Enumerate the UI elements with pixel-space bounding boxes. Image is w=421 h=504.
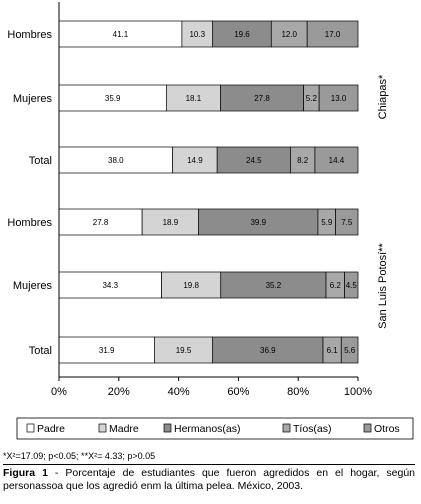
legend-label-t-os-as: Tíos(as) — [293, 423, 332, 435]
bar-segment-madre-5 — [161, 271, 222, 299]
data-label-otros-2: 13.0 — [331, 94, 347, 103]
x-tick-label-5: 80% — [287, 386, 309, 398]
data-label-padre-5: 34.3 — [102, 281, 118, 290]
data-label-hermanos-as-2: 27.8 — [254, 94, 270, 103]
legend: Padre Madre Hermanos(as) Tíos(as) Otros — [16, 417, 414, 440]
data-label-padre-4: 27.8 — [93, 218, 109, 227]
category-label-4: Hombres — [7, 217, 52, 229]
bar-segment-madre-3 — [172, 146, 218, 174]
bar-segment-hermanos-as-6 — [212, 336, 324, 364]
bar-segment-otros-5 — [344, 271, 359, 299]
x-axis: 0% 20% 40% 60% 80% 100% — [51, 2, 372, 398]
bar-segment-hermanos-as-1 — [212, 20, 272, 48]
data-label-padre-6: 31.9 — [99, 346, 115, 355]
bar-layer — [58, 20, 359, 364]
data-label-t-os-as-5: 6.2 — [330, 281, 342, 290]
data-label-t-os-as-6: 6.1 — [327, 346, 339, 355]
legend-swatch-madre — [98, 423, 107, 433]
data-label-padre-1: 41.1 — [113, 30, 129, 39]
stacked-bar-chart: 41.1 10.3 19.6 12.0 17.0 Hombres 35.9 18.1 27.8 5… — [7, 2, 414, 440]
bar-segment-t-os-as-3 — [290, 146, 316, 174]
data-label-otros-1: 17.0 — [325, 30, 341, 39]
statistics-note: *X²=17.09; p<0.05; **X²= 4.33; p>0.05 — [3, 451, 156, 461]
caption-label: Figura 1 — [3, 467, 48, 479]
bar-segment-padre-3 — [58, 146, 173, 174]
x-tick-label-1: 0% — [51, 386, 67, 398]
bar-segment-hermanos-as-2 — [220, 84, 304, 112]
legend-frame — [16, 417, 414, 440]
bar-segment-padre-1 — [58, 20, 183, 48]
bar-segment-padre-5 — [58, 271, 162, 299]
data-label-t-os-as-3: 8.2 — [297, 156, 309, 165]
data-label-madre-5: 19.8 — [183, 281, 199, 290]
data-label-otros-3: 14.4 — [329, 156, 345, 165]
bar-segment-otros-4 — [335, 208, 359, 236]
x-tick-label-3: 40% — [168, 386, 190, 398]
x-tick-label-2: 20% — [108, 386, 130, 398]
group-label-san-luis-potos: San Luis Potosí** — [377, 242, 389, 328]
bar-segment-madre-4 — [141, 208, 199, 236]
x-tick-label-6: 100% — [344, 386, 372, 398]
data-label-padre-3: 38.0 — [108, 156, 124, 165]
figure-caption: Figura 1 - Porcentaje de estudiantes que… — [3, 467, 415, 493]
legend-label-otros: Otros — [374, 423, 400, 435]
bar-segment-otros-2 — [318, 84, 359, 112]
bar-segment-padre-6 — [58, 336, 155, 364]
data-label-madre-4: 18.9 — [163, 218, 179, 227]
bar-segment-otros-1 — [306, 20, 359, 48]
bar-segment-otros-6 — [340, 336, 359, 364]
data-label-hermanos-as-6: 36.9 — [260, 346, 276, 355]
legend-label-madre: Madre — [109, 423, 139, 435]
category-label-1: Hombres — [7, 29, 52, 41]
bar-segment-madre-1 — [181, 20, 214, 48]
bar-segment-padre-4 — [58, 208, 143, 236]
caption-rule — [3, 464, 415, 465]
bar-segment-otros-3 — [314, 146, 359, 174]
data-label-hermanos-as-4: 39.9 — [250, 218, 266, 227]
data-label-madre-3: 14.9 — [187, 156, 203, 165]
data-label-hermanos-as-1: 19.6 — [234, 30, 250, 39]
legend-label-hermanos-as: Hermanos(as) — [174, 423, 241, 435]
bar-segment-madre-2 — [165, 84, 221, 112]
category-label-6: Total — [29, 345, 52, 357]
data-label-madre-1: 10.3 — [189, 30, 205, 39]
x-tick-label-4: 60% — [227, 386, 249, 398]
category-label-3: Total — [29, 155, 52, 167]
category-label-2: Mujeres — [13, 93, 53, 105]
data-label-madre-6: 19.5 — [176, 346, 192, 355]
data-label-t-os-as-1: 12.0 — [281, 30, 297, 39]
caption-text: - Porcentaje de estudiantes que fueron a… — [3, 467, 415, 492]
data-label-padre-2: 35.9 — [105, 94, 121, 103]
group-label-chiapas: Chiapas* — [377, 74, 389, 119]
data-label-t-os-as-2: 5.2 — [306, 94, 318, 103]
data-label-hermanos-as-3: 24.5 — [246, 156, 262, 165]
bar-segment-hermanos-as-4 — [198, 208, 319, 236]
legend-label-padre: Padre — [37, 423, 65, 435]
data-label-otros-5: 4.5 — [346, 281, 358, 290]
group-label-layer: Chiapas* San Luis Potosí** — [377, 74, 389, 329]
data-label-madre-2: 18.1 — [186, 94, 202, 103]
data-label-otros-4: 7.5 — [341, 218, 353, 227]
data-label-hermanos-as-5: 35.2 — [266, 281, 282, 290]
legend-swatch-padre — [26, 423, 35, 433]
legend-swatch-otros — [363, 423, 372, 433]
legend-swatch-t-os-as — [282, 423, 291, 433]
category-label-5: Mujeres — [13, 280, 53, 292]
bar-segment-hermanos-as-3 — [216, 146, 291, 174]
label-layer: 41.1 10.3 19.6 12.0 17.0 Hombres 35.9 18.1 27.8 5… — [7, 29, 357, 357]
data-label-otros-6: 5.6 — [344, 346, 356, 355]
legend-swatch-hermanos-as — [163, 423, 172, 433]
data-label-t-os-as-4: 5.9 — [321, 218, 333, 227]
